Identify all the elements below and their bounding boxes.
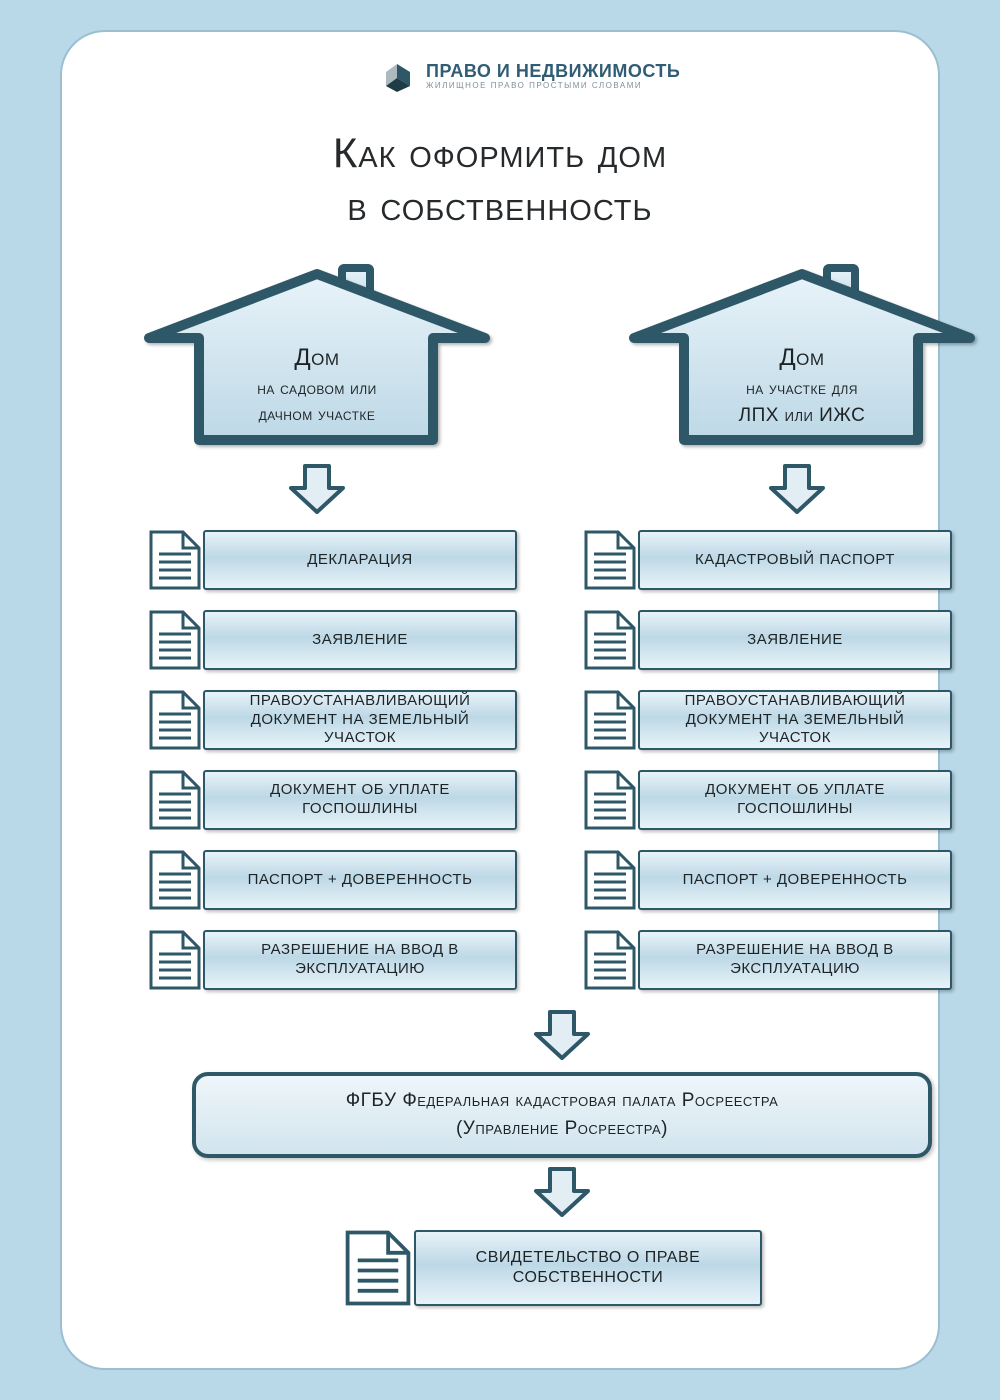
- doc-row: ЗАЯВЛЕНИЕ: [582, 610, 952, 670]
- document-icon: [342, 1230, 414, 1306]
- house-left: Дом на садовом или дачном участке: [137, 262, 497, 452]
- document-icon: [147, 770, 203, 830]
- doc-row: РАЗРЕШЕНИЕ НА ВВОД В ЭКСПЛУАТАЦИЮ: [147, 930, 517, 990]
- document-icon: [582, 770, 638, 830]
- doc-label: ДОКУМЕНТ ОБ УПЛАТЕ ГОСПОШЛИНЫ: [638, 770, 952, 830]
- doc-row: ПРАВОУСТАНАВЛИВАЮЩИЙ ДОКУМЕНТ НА ЗЕМЕЛЬН…: [147, 690, 517, 750]
- page-card: ПРАВО И НЕДВИЖИМОСТЬ ЖИЛИЩНОЕ ПРАВО ПРОС…: [60, 30, 940, 1370]
- house-left-text: Дом на садовом или дачном участке: [205, 340, 429, 427]
- document-icon: [147, 690, 203, 750]
- doc-label: ЗАЯВЛЕНИЕ: [203, 610, 517, 670]
- document-icon: [582, 690, 638, 750]
- doc-label: ЗАЯВЛЕНИЕ: [638, 610, 952, 670]
- doc-label: КАДАСТРОВЫЙ ПАСПОРТ: [638, 530, 952, 590]
- title-line2: в собственность: [347, 182, 652, 229]
- doc-row: ПРАВОУСТАНАВЛИВАЮЩИЙ ДОКУМЕНТ НА ЗЕМЕЛЬН…: [582, 690, 952, 750]
- arrow-down-icon: [532, 1167, 592, 1217]
- logo-subtitle: ЖИЛИЩНОЕ ПРАВО ПРОСТЫМИ СЛОВАМИ: [426, 82, 680, 90]
- final-doc-row: СВИДЕТЕЛЬСТВО О ПРАВЕ СОБСТВЕННОСТИ: [342, 1230, 762, 1306]
- house-right: Дом на участке для ЛПХ или ИЖС: [622, 262, 982, 452]
- final-doc-label: СВИДЕТЕЛЬСТВО О ПРАВЕ СОБСТВЕННОСТИ: [414, 1230, 762, 1306]
- doc-label: ПРАВОУСТАНАВЛИВАЮЩИЙ ДОКУМЕНТ НА ЗЕМЕЛЬН…: [203, 690, 517, 750]
- doc-label: РАЗРЕШЕНИЕ НА ВВОД В ЭКСПЛУАТАЦИЮ: [203, 930, 517, 990]
- doc-row: РАЗРЕШЕНИЕ НА ВВОД В ЭКСПЛУАТАЦИЮ: [582, 930, 952, 990]
- page-title: Как оформить дом в собственность: [62, 127, 938, 232]
- doc-row: ДЕКЛАРАЦИЯ: [147, 530, 517, 590]
- document-icon: [582, 610, 638, 670]
- house-right-text: Дом на участке для ЛПХ или ИЖС: [690, 340, 914, 430]
- doc-label: РАЗРЕШЕНИЕ НА ВВОД В ЭКСПЛУАТАЦИЮ: [638, 930, 952, 990]
- arrow-down-icon: [532, 1010, 592, 1060]
- logo: ПРАВО И НЕДВИЖИМОСТЬ ЖИЛИЩНОЕ ПРАВО ПРОС…: [376, 54, 724, 98]
- doc-row: КАДАСТРОВЫЙ ПАСПОРТ: [582, 530, 952, 590]
- arrow-down-icon: [767, 464, 827, 514]
- logo-text: ПРАВО И НЕДВИЖИМОСТЬ ЖИЛИЩНОЕ ПРАВО ПРОС…: [426, 62, 680, 90]
- doc-row: ПАСПОРТ + ДОВЕРЕННОСТЬ: [147, 850, 517, 910]
- logo-title: ПРАВО И НЕДВИЖИМОСТЬ: [426, 62, 680, 80]
- document-icon: [582, 930, 638, 990]
- doc-label: ПАСПОРТ + ДОВЕРЕННОСТЬ: [638, 850, 952, 910]
- document-icon: [147, 610, 203, 670]
- document-icon: [582, 530, 638, 590]
- arrow-down-icon: [287, 464, 347, 514]
- title-line1: Как оформить дом: [333, 129, 667, 176]
- document-icon: [147, 930, 203, 990]
- agency-box: ФГБУ Федеральная кадастровая палата Роср…: [192, 1072, 932, 1158]
- doc-row: ЗАЯВЛЕНИЕ: [147, 610, 517, 670]
- doc-row: ПАСПОРТ + ДОВЕРЕННОСТЬ: [582, 850, 952, 910]
- logo-icon: [380, 58, 416, 94]
- document-icon: [147, 850, 203, 910]
- document-icon: [147, 530, 203, 590]
- document-icon: [582, 850, 638, 910]
- doc-row: ДОКУМЕНТ ОБ УПЛАТЕ ГОСПОШЛИНЫ: [582, 770, 952, 830]
- doc-label: ПАСПОРТ + ДОВЕРЕННОСТЬ: [203, 850, 517, 910]
- doc-label: ДОКУМЕНТ ОБ УПЛАТЕ ГОСПОШЛИНЫ: [203, 770, 517, 830]
- doc-row: ДОКУМЕНТ ОБ УПЛАТЕ ГОСПОШЛИНЫ: [147, 770, 517, 830]
- doc-label: ПРАВОУСТАНАВЛИВАЮЩИЙ ДОКУМЕНТ НА ЗЕМЕЛЬН…: [638, 690, 952, 750]
- doc-label: ДЕКЛАРАЦИЯ: [203, 530, 517, 590]
